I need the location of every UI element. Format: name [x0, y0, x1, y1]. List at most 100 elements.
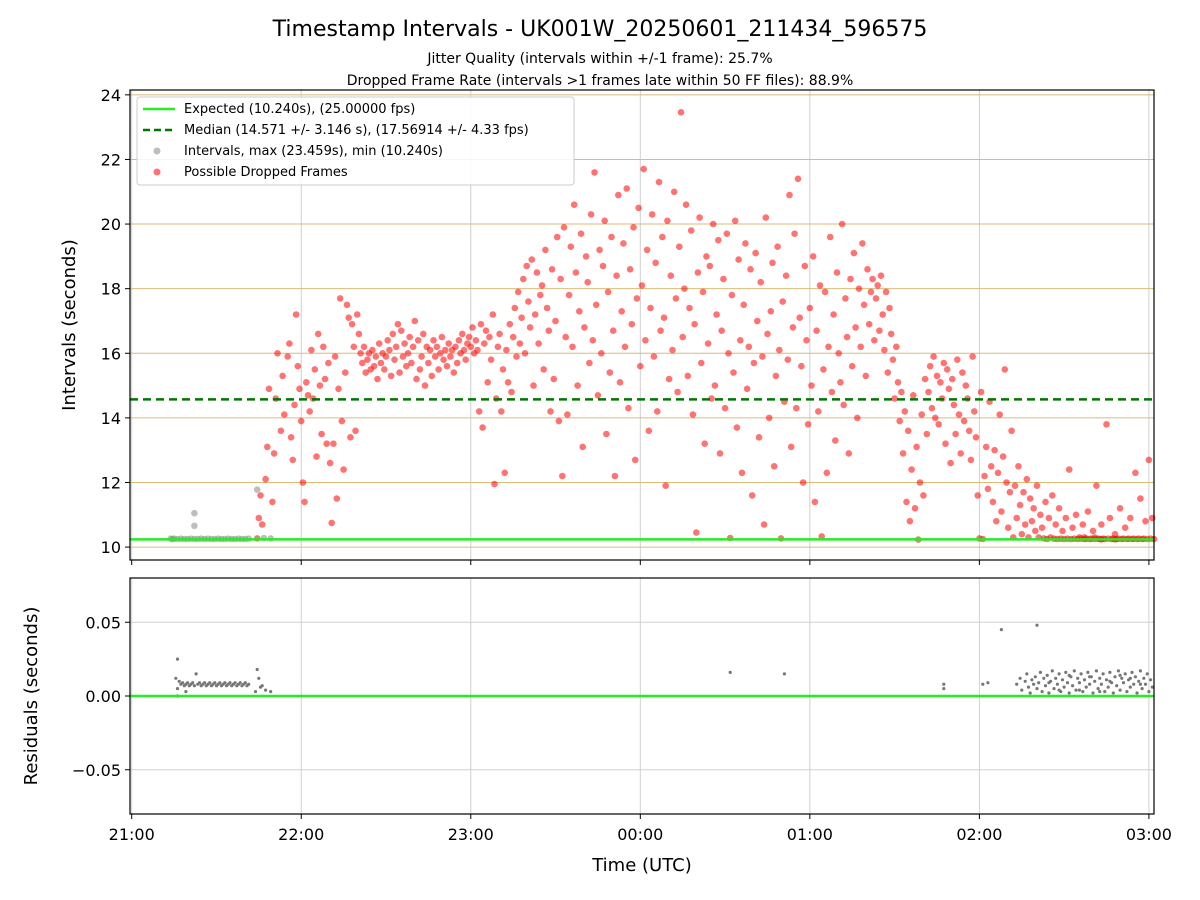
residual-point — [238, 681, 242, 685]
residual-point — [1103, 690, 1107, 694]
dropped-frame-point — [389, 330, 397, 338]
dropped-frame-point — [486, 333, 493, 341]
dropped-frame-point — [682, 201, 690, 208]
dropped-frame-point — [798, 362, 805, 370]
dropped-frame-point — [952, 430, 959, 438]
residual-point — [1098, 676, 1102, 680]
residual-point — [728, 670, 732, 675]
dropped-frame-point — [431, 353, 439, 360]
residual-point — [1067, 673, 1071, 678]
residual-point — [208, 681, 212, 685]
dropped-frame-point — [989, 498, 997, 506]
residual-point — [942, 682, 946, 686]
dropped-frame-point — [898, 388, 905, 396]
dropped-frame-point — [1008, 427, 1015, 435]
dropped-frame-point — [297, 417, 305, 425]
dropped-frame-point — [570, 201, 578, 208]
dropped-frame-point — [338, 417, 346, 425]
dropped-frame-point — [999, 453, 1007, 460]
dropped-frame-point — [991, 446, 998, 454]
dropped-frame-point — [326, 459, 334, 467]
dropped-frame-point — [618, 308, 625, 315]
dropped-frame-point — [977, 388, 985, 396]
dropped-frame-point — [576, 308, 583, 315]
dropped-frame-point — [869, 275, 876, 283]
dropped-frame-point — [843, 333, 851, 341]
dropped-frame-point — [706, 262, 714, 270]
dropped-frame-point — [782, 272, 790, 280]
dropped-frame-point — [893, 343, 900, 351]
dropped-frame-point — [1006, 488, 1014, 496]
dropped-frame-point — [998, 508, 1005, 515]
dropped-frame-point — [545, 327, 553, 335]
dropped-frame-point — [910, 392, 917, 399]
dropped-frame-point — [1145, 456, 1153, 464]
dropped-frame-point — [1137, 495, 1144, 502]
dropped-frame-point — [664, 217, 671, 225]
dropped-frame-point — [1065, 466, 1073, 473]
dropped-frame-point — [542, 246, 549, 254]
residual-point — [1128, 685, 1132, 689]
dropped-frame-point — [370, 362, 378, 370]
dropped-frame-point — [550, 375, 558, 383]
dropped-frame-point — [757, 278, 764, 286]
dropped-frame-point — [411, 317, 419, 325]
residual-point — [1025, 672, 1029, 676]
dropped-frame-point — [740, 301, 747, 309]
top-y-tick-label: 20 — [101, 215, 121, 234]
dropped-frame-point — [928, 404, 936, 412]
dropped-frame-point — [940, 359, 948, 367]
dropped-frame-point — [264, 443, 271, 451]
dropped-frame-point — [398, 327, 405, 335]
dropped-frame-point — [430, 337, 437, 344]
dropped-frame-point — [296, 385, 303, 393]
dropped-frame-point — [630, 224, 637, 231]
residual-point — [986, 681, 990, 685]
top-y-tick-label: 24 — [101, 86, 121, 105]
dropped-frame-point — [281, 411, 288, 418]
top-y-tick-label: 16 — [101, 344, 121, 363]
dropped-frame-point — [974, 492, 981, 499]
dropped-frame-point — [679, 333, 686, 341]
dropped-frame-point — [960, 417, 968, 425]
dropped-frame-point — [811, 498, 819, 506]
dropped-frame-point — [291, 401, 298, 409]
dropped-frame-point — [738, 469, 746, 477]
dropped-frame-point — [996, 411, 1003, 418]
dropped-frame-point — [981, 472, 988, 480]
dropped-frame-point — [343, 301, 351, 309]
residual-point — [1093, 679, 1097, 683]
dropped-frame-point — [416, 366, 424, 373]
residuals-panel: 21:00 22:00 23:00 00:00 01:00 02:00 03:00 0.05 0… — [72, 577, 1172, 844]
dropped-frame-point — [555, 417, 563, 425]
dropped-frame-point — [274, 350, 281, 357]
dropped-frame-point — [882, 288, 890, 296]
dropped-frame-point — [604, 288, 612, 296]
residual-point — [1120, 676, 1124, 680]
dropped-frame-point — [357, 350, 364, 357]
residual-point — [218, 681, 222, 685]
dropped-frame-point — [711, 382, 719, 389]
dropped-frame-point — [447, 353, 454, 360]
dropped-frame-point — [737, 337, 744, 344]
dropped-frame-point — [564, 411, 571, 418]
dropped-frame-point — [465, 333, 473, 341]
dropped-frame-point — [325, 359, 332, 367]
dropped-frame-point — [1011, 482, 1019, 490]
dropped-frame-point — [396, 369, 403, 376]
dropped-frame-point — [1069, 524, 1076, 531]
residual-point — [1084, 685, 1088, 689]
chart-subtitle-jitter: Jitter Quality (intervals within +/-1 fr… — [426, 51, 772, 67]
dropped-frame-point — [508, 388, 515, 396]
dropped-frame-point — [330, 440, 337, 448]
dropped-frame-point — [842, 295, 849, 302]
dropped-frame-point — [287, 434, 295, 441]
dropped-frame-point — [718, 327, 725, 335]
dropped-frame-point — [1072, 511, 1080, 519]
dropped-frame-point — [949, 375, 956, 383]
dropped-frame-point — [574, 382, 581, 389]
residual-point — [1104, 678, 1109, 682]
dropped-frame-point — [809, 253, 817, 260]
residual-point — [1088, 682, 1092, 686]
dropped-frame-point — [767, 308, 775, 315]
